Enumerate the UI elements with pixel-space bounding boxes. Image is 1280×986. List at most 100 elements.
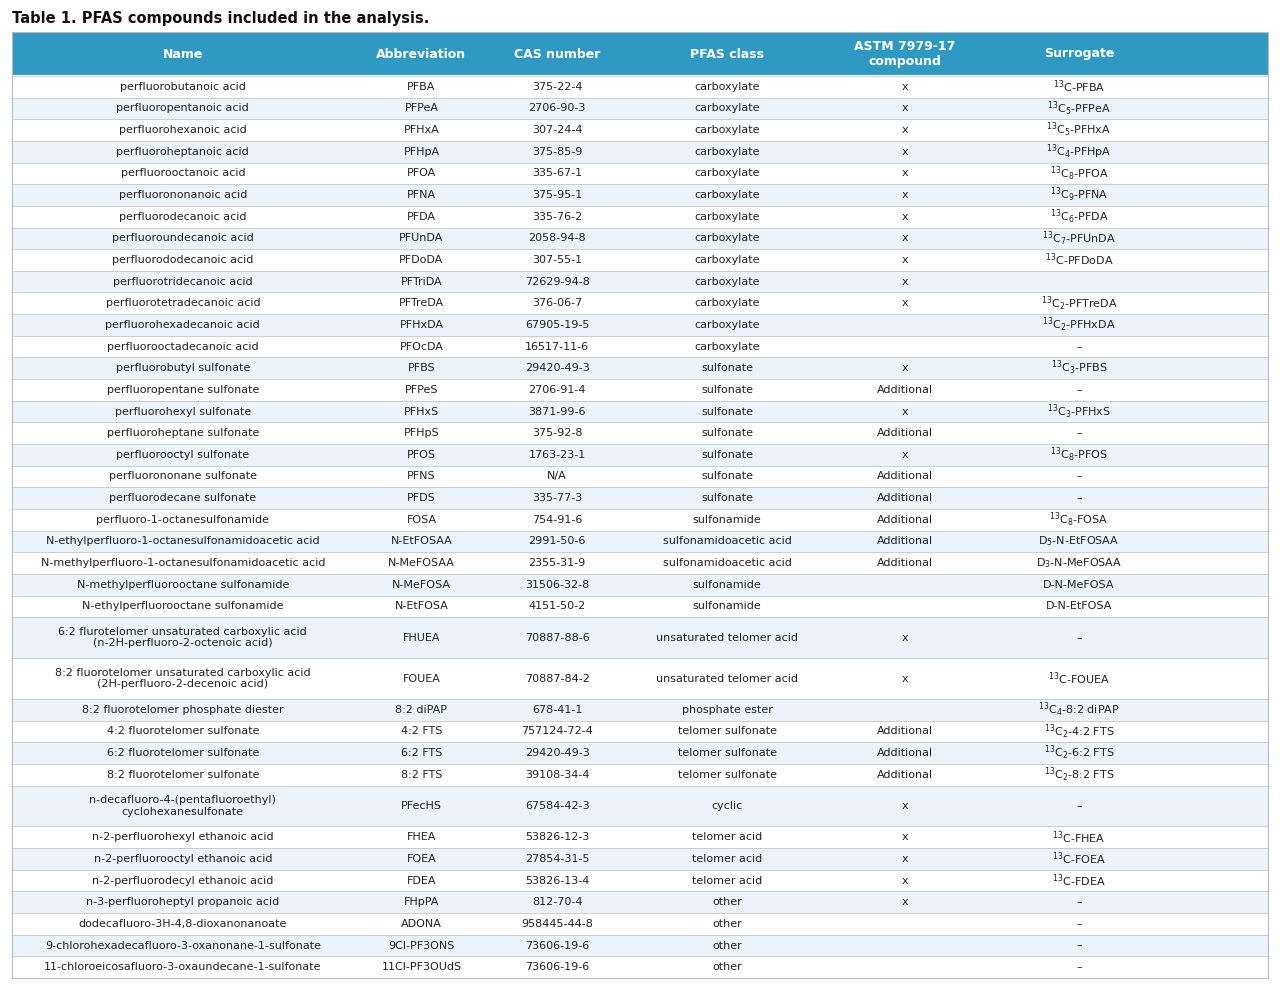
Text: carboxylate: carboxylate [695, 169, 760, 178]
Bar [12, 315, 1268, 336]
Text: 6:2 fluorotelomer sulfonate: 6:2 fluorotelomer sulfonate [106, 748, 259, 758]
Text: dodecafluoro-3H-4,8-dioxanonanoate: dodecafluoro-3H-4,8-dioxanonanoate [78, 919, 287, 929]
Text: 2991-50-6: 2991-50-6 [529, 536, 586, 546]
Text: ADONA: ADONA [401, 919, 442, 929]
Text: carboxylate: carboxylate [695, 190, 760, 200]
Text: PFNS: PFNS [407, 471, 435, 481]
Text: x: x [901, 854, 909, 864]
Text: x: x [901, 190, 909, 200]
Text: carboxylate: carboxylate [695, 341, 760, 352]
Bar [12, 336, 1268, 357]
Text: Surrogate: Surrogate [1043, 47, 1114, 60]
Bar [12, 509, 1268, 530]
Bar [12, 786, 1268, 826]
Bar [12, 293, 1268, 315]
Text: 335-77-3: 335-77-3 [532, 493, 582, 503]
Bar [12, 913, 1268, 935]
Text: 6:2 flurotelomer unsaturated carboxylic acid
(n-2H-perfluoro-2-octenoic acid): 6:2 flurotelomer unsaturated carboxylic … [59, 627, 307, 649]
Text: 335-67-1: 335-67-1 [532, 169, 582, 178]
Text: 72629-94-8: 72629-94-8 [525, 277, 590, 287]
Text: FOSA: FOSA [406, 515, 436, 525]
Text: –: – [1076, 801, 1082, 811]
Text: other: other [713, 962, 742, 972]
Bar [12, 357, 1268, 379]
Text: 70887-84-2: 70887-84-2 [525, 673, 590, 683]
Text: PFDoDA: PFDoDA [399, 255, 444, 265]
Text: $^{13}$C$_2$-6:2 FTS: $^{13}$C$_2$-6:2 FTS [1043, 743, 1115, 762]
Text: 3871-99-6: 3871-99-6 [529, 406, 586, 416]
Text: sulfonamide: sulfonamide [692, 601, 762, 611]
Bar [12, 487, 1268, 509]
Bar [12, 552, 1268, 574]
Text: other: other [713, 919, 742, 929]
Text: x: x [901, 299, 909, 309]
Text: telomer acid: telomer acid [692, 832, 763, 842]
Text: sulfonate: sulfonate [701, 385, 754, 395]
Text: 375-92-8: 375-92-8 [532, 428, 582, 438]
Text: perfluorononanoic acid: perfluorononanoic acid [119, 190, 247, 200]
Text: PFecHS: PFecHS [401, 801, 442, 811]
Text: 8:2 diPAP: 8:2 diPAP [396, 705, 448, 715]
Text: N-EtFOSAA: N-EtFOSAA [390, 536, 452, 546]
Text: perfluorohexadecanoic acid: perfluorohexadecanoic acid [105, 319, 260, 330]
Text: telomer acid: telomer acid [692, 854, 763, 864]
Text: Additional: Additional [877, 748, 933, 758]
Text: sulfonate: sulfonate [701, 493, 754, 503]
Text: other: other [713, 897, 742, 907]
Text: n-2-perfluorodecyl ethanoic acid: n-2-perfluorodecyl ethanoic acid [92, 876, 274, 885]
Text: carboxylate: carboxylate [695, 234, 760, 244]
Text: Additional: Additional [877, 536, 933, 546]
Text: n-3-perfluoroheptyl propanoic acid: n-3-perfluoroheptyl propanoic acid [86, 897, 279, 907]
Text: Additional: Additional [877, 515, 933, 525]
Text: perfluorooctanoic acid: perfluorooctanoic acid [120, 169, 246, 178]
Text: carboxylate: carboxylate [695, 277, 760, 287]
Text: sulfonate: sulfonate [701, 406, 754, 416]
Text: unsaturated telomer acid: unsaturated telomer acid [657, 673, 799, 683]
Text: unsaturated telomer acid: unsaturated telomer acid [657, 633, 799, 643]
Text: x: x [901, 255, 909, 265]
Bar [12, 228, 1268, 249]
Text: perfluorodecane sulfonate: perfluorodecane sulfonate [109, 493, 256, 503]
Text: 4:2 FTS: 4:2 FTS [401, 727, 442, 737]
Text: x: x [901, 673, 909, 683]
Text: –: – [1076, 941, 1082, 951]
Text: 2355-31-9: 2355-31-9 [529, 558, 586, 568]
Text: PFAS class: PFAS class [690, 47, 764, 60]
Text: $^{13}$C$_2$-4:2 FTS: $^{13}$C$_2$-4:2 FTS [1043, 723, 1115, 740]
Text: –: – [1076, 493, 1082, 503]
Text: telomer acid: telomer acid [692, 876, 763, 885]
Text: PFOcDA: PFOcDA [399, 341, 443, 352]
Text: perfluorotridecanoic acid: perfluorotridecanoic acid [113, 277, 252, 287]
Bar [12, 163, 1268, 184]
Text: Additional: Additional [877, 471, 933, 481]
Text: $^{13}$C$_4$-PFHpA: $^{13}$C$_4$-PFHpA [1046, 142, 1112, 161]
Text: x: x [901, 801, 909, 811]
Text: $^{13}$C$_8$-PFOA: $^{13}$C$_8$-PFOA [1050, 165, 1108, 182]
Text: 29420-49-3: 29420-49-3 [525, 363, 590, 374]
Text: PFHxDA: PFHxDA [399, 319, 443, 330]
Text: PFBA: PFBA [407, 82, 435, 92]
Text: carboxylate: carboxylate [695, 147, 760, 157]
Text: phosphate ester: phosphate ester [682, 705, 773, 715]
Text: 2706-91-4: 2706-91-4 [529, 385, 586, 395]
Text: $^{13}$C$_5$-PFPeA: $^{13}$C$_5$-PFPeA [1047, 100, 1111, 117]
Text: telomer sulfonate: telomer sulfonate [678, 727, 777, 737]
Text: perfluorodecanoic acid: perfluorodecanoic acid [119, 212, 247, 222]
Text: N-MeFOSA: N-MeFOSA [392, 580, 451, 590]
Text: Additional: Additional [877, 770, 933, 780]
Bar [12, 826, 1268, 848]
Text: perfluorobutyl sulfonate: perfluorobutyl sulfonate [115, 363, 250, 374]
Bar [12, 956, 1268, 978]
Text: perfluorooctyl sulfonate: perfluorooctyl sulfonate [116, 450, 250, 459]
Bar [12, 891, 1268, 913]
Bar [12, 76, 1268, 98]
Text: N-ethylperfluorooctane sulfonamide: N-ethylperfluorooctane sulfonamide [82, 601, 284, 611]
Text: perfluorododecanoic acid: perfluorododecanoic acid [113, 255, 253, 265]
Text: carboxylate: carboxylate [695, 212, 760, 222]
Text: perfluorotetradecanoic acid: perfluorotetradecanoic acid [105, 299, 260, 309]
Bar [12, 935, 1268, 956]
Text: perfluoropentane sulfonate: perfluoropentane sulfonate [106, 385, 259, 395]
Text: D-N-EtFOSA: D-N-EtFOSA [1046, 601, 1112, 611]
Text: 1763-23-1: 1763-23-1 [529, 450, 586, 459]
Text: N/A: N/A [548, 471, 567, 481]
